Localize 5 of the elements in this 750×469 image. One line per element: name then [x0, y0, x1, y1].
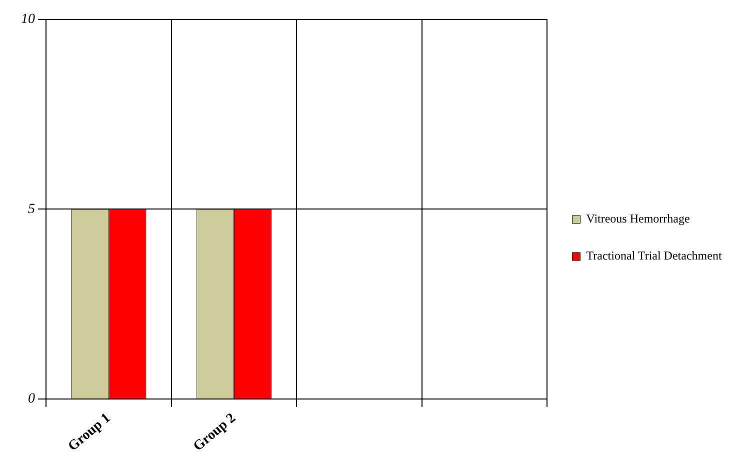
y-tick-label: 10: [21, 12, 35, 28]
legend-label: Vitreous Hemorrhage: [586, 212, 690, 226]
y-tick-label: 0: [28, 392, 35, 407]
legend-label: Tractional Trial Detachment: [586, 248, 722, 263]
y-tick-label: 5: [28, 202, 35, 217]
